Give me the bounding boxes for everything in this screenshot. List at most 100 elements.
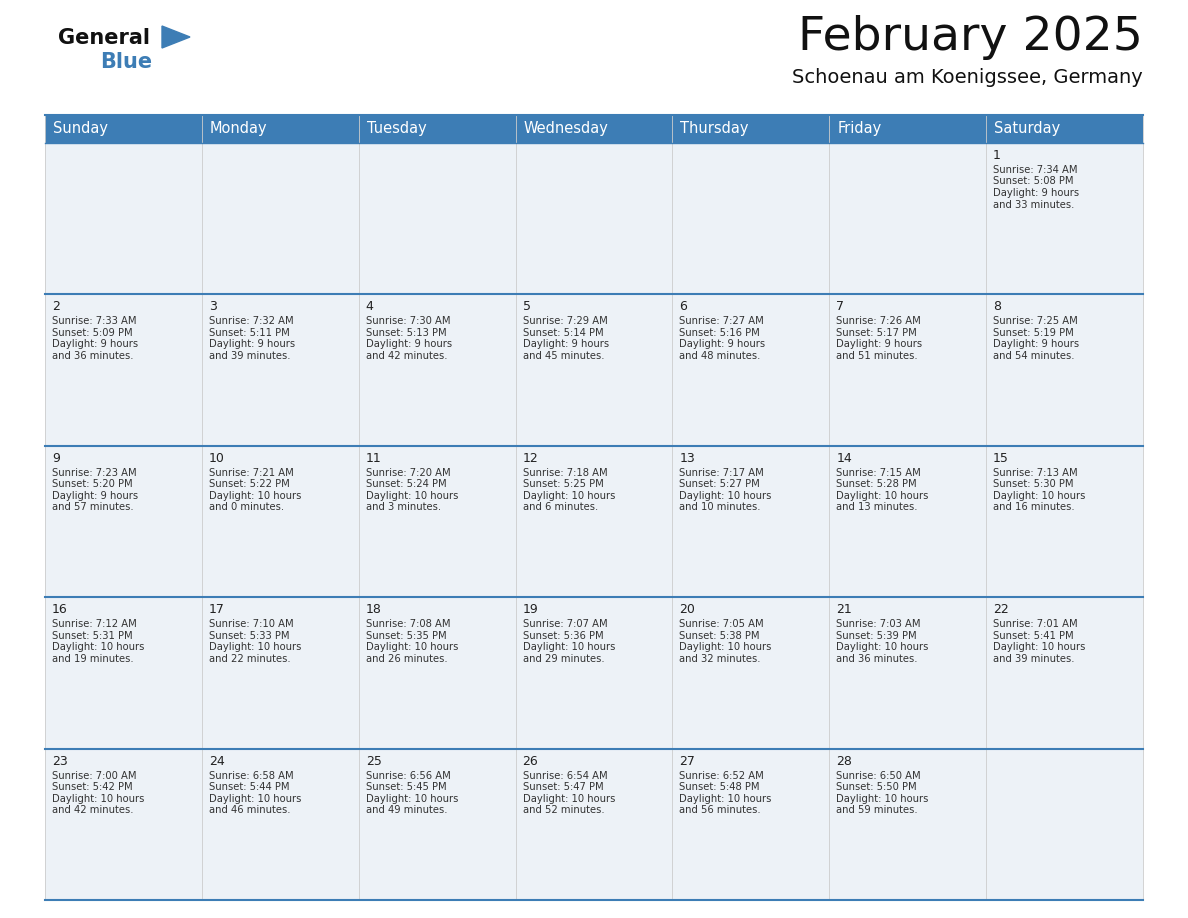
- Text: February 2025: February 2025: [798, 15, 1143, 60]
- Bar: [672, 143, 829, 295]
- Text: Daylight: 10 hours: Daylight: 10 hours: [52, 793, 145, 803]
- Text: Schoenau am Koenigssee, Germany: Schoenau am Koenigssee, Germany: [792, 68, 1143, 87]
- Text: and 49 minutes.: and 49 minutes.: [366, 805, 447, 815]
- Text: Sunset: 5:44 PM: Sunset: 5:44 PM: [209, 782, 290, 792]
- Text: Sunrise: 7:01 AM: Sunrise: 7:01 AM: [993, 620, 1078, 629]
- Text: and 10 minutes.: and 10 minutes.: [680, 502, 762, 512]
- Text: and 46 minutes.: and 46 minutes.: [209, 805, 290, 815]
- Text: 25: 25: [366, 755, 381, 767]
- Text: 24: 24: [209, 755, 225, 767]
- Text: Sunset: 5:13 PM: Sunset: 5:13 PM: [366, 328, 447, 338]
- Text: and 36 minutes.: and 36 minutes.: [52, 351, 133, 361]
- Text: Daylight: 10 hours: Daylight: 10 hours: [523, 491, 615, 501]
- Text: 27: 27: [680, 755, 695, 767]
- Text: Daylight: 10 hours: Daylight: 10 hours: [523, 793, 615, 803]
- Text: Sunset: 5:48 PM: Sunset: 5:48 PM: [680, 782, 760, 792]
- Text: Daylight: 10 hours: Daylight: 10 hours: [366, 491, 459, 501]
- Text: and 52 minutes.: and 52 minutes.: [523, 805, 605, 815]
- Text: 10: 10: [209, 452, 225, 465]
- Bar: [829, 748, 986, 900]
- Bar: [516, 748, 672, 900]
- Bar: [986, 598, 1143, 748]
- Text: Sunrise: 7:34 AM: Sunrise: 7:34 AM: [993, 165, 1078, 175]
- Bar: [986, 143, 1143, 295]
- Text: Sunset: 5:38 PM: Sunset: 5:38 PM: [680, 631, 760, 641]
- Text: Daylight: 10 hours: Daylight: 10 hours: [993, 491, 1086, 501]
- Bar: [829, 446, 986, 598]
- Text: Sunrise: 7:13 AM: Sunrise: 7:13 AM: [993, 468, 1078, 477]
- Text: Sunrise: 7:21 AM: Sunrise: 7:21 AM: [209, 468, 293, 477]
- Text: Thursday: Thursday: [681, 121, 748, 137]
- Bar: [45, 115, 1143, 143]
- Text: Sunset: 5:30 PM: Sunset: 5:30 PM: [993, 479, 1074, 489]
- Text: Sunrise: 7:26 AM: Sunrise: 7:26 AM: [836, 317, 921, 327]
- Bar: [202, 143, 359, 295]
- Text: Daylight: 9 hours: Daylight: 9 hours: [52, 491, 138, 501]
- Text: 5: 5: [523, 300, 531, 313]
- Text: Daylight: 9 hours: Daylight: 9 hours: [52, 340, 138, 350]
- Bar: [359, 143, 516, 295]
- Text: Sunrise: 6:54 AM: Sunrise: 6:54 AM: [523, 770, 607, 780]
- Text: Daylight: 9 hours: Daylight: 9 hours: [366, 340, 451, 350]
- Text: Sunset: 5:24 PM: Sunset: 5:24 PM: [366, 479, 447, 489]
- Text: Sunrise: 7:12 AM: Sunrise: 7:12 AM: [52, 620, 137, 629]
- Text: Sunset: 5:28 PM: Sunset: 5:28 PM: [836, 479, 917, 489]
- Bar: [986, 446, 1143, 598]
- Text: and 32 minutes.: and 32 minutes.: [680, 654, 762, 664]
- Text: Sunrise: 6:58 AM: Sunrise: 6:58 AM: [209, 770, 293, 780]
- Text: Sunrise: 7:30 AM: Sunrise: 7:30 AM: [366, 317, 450, 327]
- Text: Sunset: 5:41 PM: Sunset: 5:41 PM: [993, 631, 1074, 641]
- Text: and 56 minutes.: and 56 minutes.: [680, 805, 762, 815]
- Text: 2: 2: [52, 300, 59, 313]
- Text: Sunset: 5:35 PM: Sunset: 5:35 PM: [366, 631, 447, 641]
- Text: and 26 minutes.: and 26 minutes.: [366, 654, 448, 664]
- Text: Sunrise: 7:03 AM: Sunrise: 7:03 AM: [836, 620, 921, 629]
- Text: 4: 4: [366, 300, 373, 313]
- Text: Daylight: 10 hours: Daylight: 10 hours: [523, 643, 615, 652]
- Bar: [45, 598, 202, 748]
- Text: and 39 minutes.: and 39 minutes.: [993, 654, 1075, 664]
- Text: Sunrise: 7:33 AM: Sunrise: 7:33 AM: [52, 317, 137, 327]
- Bar: [829, 598, 986, 748]
- Text: Daylight: 9 hours: Daylight: 9 hours: [209, 340, 295, 350]
- Text: Daylight: 10 hours: Daylight: 10 hours: [209, 643, 302, 652]
- Text: Daylight: 9 hours: Daylight: 9 hours: [993, 340, 1079, 350]
- Text: Sunrise: 7:32 AM: Sunrise: 7:32 AM: [209, 317, 293, 327]
- Text: Sunrise: 7:00 AM: Sunrise: 7:00 AM: [52, 770, 137, 780]
- Text: and 57 minutes.: and 57 minutes.: [52, 502, 133, 512]
- Text: Sunrise: 6:50 AM: Sunrise: 6:50 AM: [836, 770, 921, 780]
- Text: 14: 14: [836, 452, 852, 465]
- Bar: [45, 748, 202, 900]
- Text: Monday: Monday: [210, 121, 267, 137]
- Text: 15: 15: [993, 452, 1009, 465]
- Text: 12: 12: [523, 452, 538, 465]
- Text: Sunrise: 7:08 AM: Sunrise: 7:08 AM: [366, 620, 450, 629]
- Text: Sunrise: 6:56 AM: Sunrise: 6:56 AM: [366, 770, 450, 780]
- Text: Sunset: 5:22 PM: Sunset: 5:22 PM: [209, 479, 290, 489]
- Text: 17: 17: [209, 603, 225, 616]
- Bar: [359, 598, 516, 748]
- Bar: [516, 446, 672, 598]
- Text: Sunrise: 7:05 AM: Sunrise: 7:05 AM: [680, 620, 764, 629]
- Bar: [672, 295, 829, 446]
- Text: Daylight: 9 hours: Daylight: 9 hours: [993, 188, 1079, 198]
- Bar: [672, 748, 829, 900]
- Text: Sunset: 5:27 PM: Sunset: 5:27 PM: [680, 479, 760, 489]
- Text: and 33 minutes.: and 33 minutes.: [993, 199, 1074, 209]
- Text: Sunrise: 7:29 AM: Sunrise: 7:29 AM: [523, 317, 607, 327]
- Text: Wednesday: Wednesday: [524, 121, 608, 137]
- Text: Sunset: 5:08 PM: Sunset: 5:08 PM: [993, 176, 1074, 186]
- Text: Daylight: 10 hours: Daylight: 10 hours: [836, 643, 929, 652]
- Text: Sunrise: 7:07 AM: Sunrise: 7:07 AM: [523, 620, 607, 629]
- Text: Sunset: 5:11 PM: Sunset: 5:11 PM: [209, 328, 290, 338]
- Text: 8: 8: [993, 300, 1001, 313]
- Text: Daylight: 10 hours: Daylight: 10 hours: [366, 793, 459, 803]
- Text: Sunset: 5:17 PM: Sunset: 5:17 PM: [836, 328, 917, 338]
- Text: Daylight: 10 hours: Daylight: 10 hours: [836, 793, 929, 803]
- Text: Sunset: 5:45 PM: Sunset: 5:45 PM: [366, 782, 447, 792]
- Text: Sunset: 5:36 PM: Sunset: 5:36 PM: [523, 631, 604, 641]
- Text: Daylight: 10 hours: Daylight: 10 hours: [993, 643, 1086, 652]
- Bar: [45, 446, 202, 598]
- Text: and 3 minutes.: and 3 minutes.: [366, 502, 441, 512]
- Text: Sunset: 5:14 PM: Sunset: 5:14 PM: [523, 328, 604, 338]
